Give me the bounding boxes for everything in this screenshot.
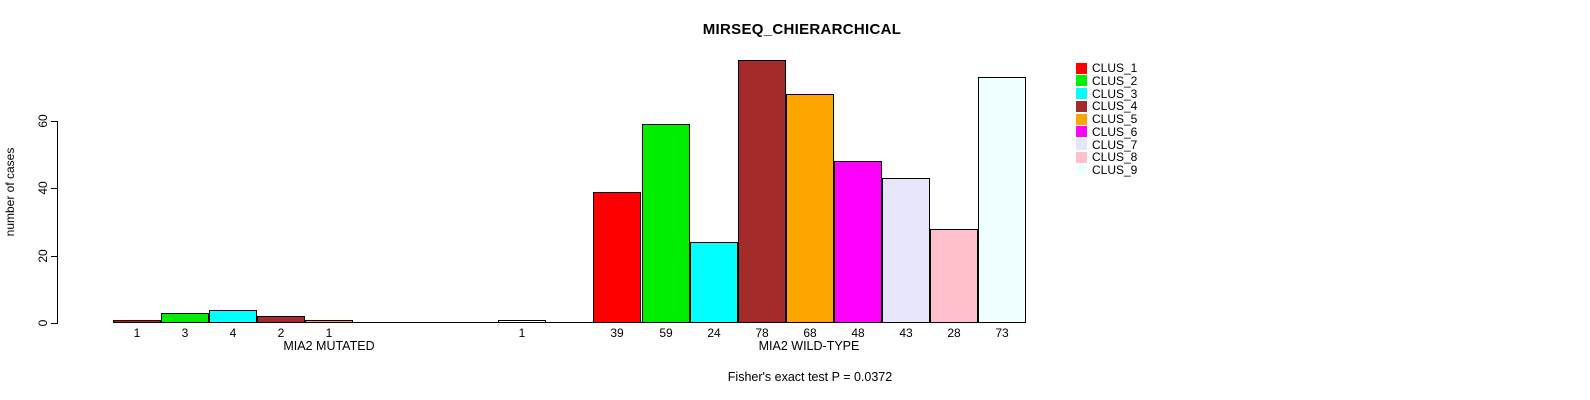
bar-value-label: 3 (181, 326, 189, 340)
bar-clus_2 (642, 124, 690, 323)
legend-swatch-clus_3 (1076, 88, 1087, 99)
footnote-fisher-test: Fisher's exact test P = 0.0372 (727, 370, 893, 384)
bar-clus_1 (593, 192, 641, 323)
legend-swatch-clus_9 (1076, 164, 1087, 176)
y-tick-label: 0 (36, 319, 50, 327)
legend-label-clus_5: CLUS_5 (1092, 112, 1138, 126)
bar-value-label: 4 (229, 326, 237, 340)
y-axis-line (57, 121, 58, 324)
bar-clus_1 (113, 320, 161, 323)
y-tick (51, 121, 58, 122)
bar-clus_8 (930, 229, 978, 323)
legend-label-clus_4: CLUS_4 (1092, 99, 1138, 114)
bar-value-label: 1 (133, 326, 141, 340)
y-axis-label: number of cases (3, 147, 17, 237)
y-tick (51, 256, 58, 257)
bar-value-label: 28 (947, 326, 961, 340)
bar-clus_3 (690, 242, 738, 323)
bar-value-label: 48 (851, 326, 865, 340)
legend-label-clus_7: CLUS_7 (1092, 137, 1138, 152)
bar-value-label: 68 (803, 326, 817, 340)
bar-clus_9 (498, 320, 546, 323)
legend-label-clus_3: CLUS_3 (1092, 86, 1138, 101)
y-tick-label: 60 (36, 114, 50, 128)
group-label-mia2-mutated: MIA2 MUTATED (283, 339, 375, 353)
bar-clus_4 (738, 60, 786, 323)
bar-clus_4 (257, 316, 305, 323)
bar-clus_6 (834, 161, 882, 323)
legend-swatch-clus_5 (1076, 113, 1087, 125)
bar-value-label: 24 (707, 326, 721, 340)
legend-label-clus_2: CLUS_2 (1092, 73, 1138, 88)
legend-swatch-clus_4 (1076, 100, 1087, 112)
bar-value-label: 73 (995, 326, 1009, 340)
legend-label-clus_6: CLUS_6 (1092, 124, 1138, 139)
bar-clus_5 (305, 320, 353, 323)
bar-clus_2 (161, 313, 209, 323)
bar-clus_7 (882, 178, 930, 323)
chart-title: MIRSEQ_CHIERARCHICAL (702, 21, 902, 38)
legend-swatch-clus_2 (1076, 75, 1087, 87)
bar-value-label: 59 (659, 326, 673, 340)
bar-clus_9 (978, 77, 1026, 323)
legend-swatch-clus_6 (1076, 126, 1087, 138)
legend-label-clus_1: CLUS_1 (1092, 61, 1138, 75)
legend-swatch-clus_1 (1076, 62, 1087, 74)
y-tick (51, 323, 58, 324)
y-tick-label: 40 (36, 181, 50, 195)
legend-swatch-clus_7 (1076, 139, 1087, 150)
bar-value-label: 1 (325, 326, 333, 340)
bar-value-label: 78 (755, 326, 769, 340)
bar-clus_5 (786, 94, 834, 323)
x-baseline (113, 322, 1026, 323)
y-tick-label: 20 (36, 249, 50, 263)
bar-value-label: 39 (610, 326, 624, 340)
bar-value-label: 1 (518, 326, 526, 340)
bar-value-label: 43 (899, 326, 913, 340)
bar-clus_3 (209, 310, 257, 323)
legend-label-clus_9: CLUS_9 (1092, 163, 1138, 177)
group-label-mia2-wild-type: MIA2 WILD-TYPE (758, 339, 860, 353)
bar-value-label: 2 (277, 326, 285, 340)
legend-label-clus_8: CLUS_8 (1092, 150, 1138, 165)
y-tick (51, 188, 58, 189)
legend-swatch-clus_8 (1076, 151, 1087, 163)
